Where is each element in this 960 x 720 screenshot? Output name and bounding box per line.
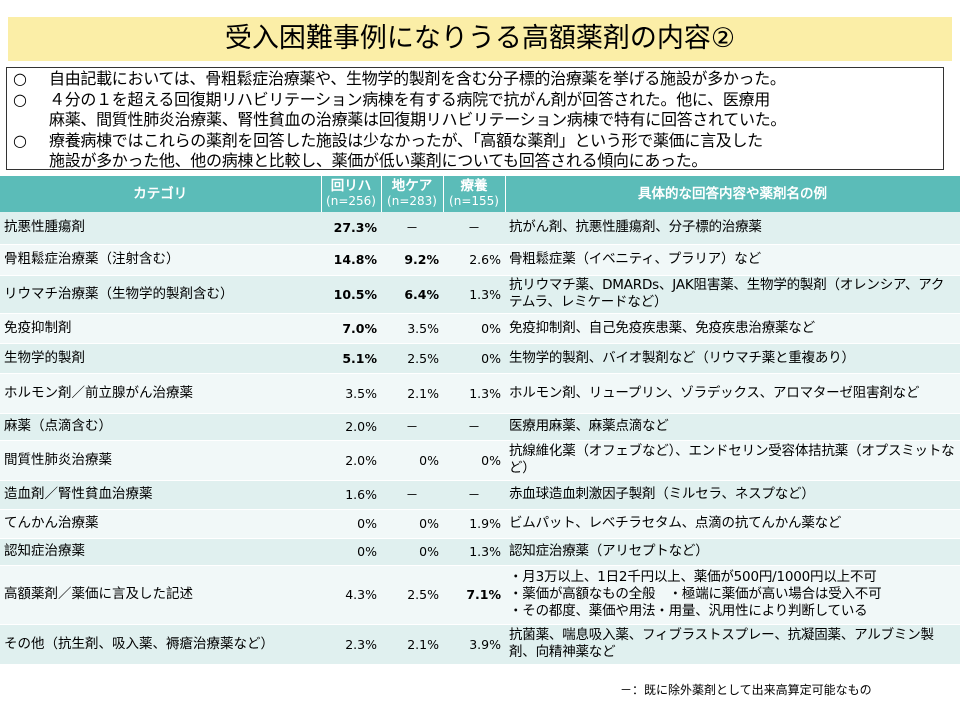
table-row: 生物学的製剤 5.1% 2.5% 0% 生物学的製剤、バイオ製剤など（リウマチ薬と重複あ… — [0, 343, 960, 374]
cell-value-2: 0% — [381, 509, 443, 539]
cell-detail: 医療用麻薬、麻薬点滴など — [505, 413, 960, 441]
cell-category: 造血剤／腎性貧血治療薬 — [0, 480, 321, 510]
table-row: 抗悪性腫瘍剤 27.3% －－抗がん剤、抗悪性腫瘍剤、分子標的治療薬 — [0, 212, 960, 245]
cell-detail: ・月3万以上、1日2千円以上、薬価が500円/1000円以上不可 ・薬価が高額なも… — [505, 565, 960, 625]
cell-value-2: 2.5% — [381, 343, 443, 374]
cell-value-3: 2.6% — [443, 244, 505, 276]
table-row: 造血剤／腎性貧血治療薬 1.6% －－赤血球造血刺激因子製剤（ミルセラ、ネスプなど） — [0, 480, 960, 510]
bullet-mark: ○ — [13, 130, 27, 150]
cell-category: 骨粗鬆症治療薬（注射含む） — [0, 244, 321, 276]
bullet-mark: ○ — [13, 69, 27, 88]
cell-value-1: 7.0% — [321, 313, 381, 344]
cell-value-2: 2.5% — [381, 565, 443, 625]
cell-detail: 骨粗鬆症薬（イベニティ、プラリア）など — [505, 244, 960, 276]
cell-detail: ホルモン剤、リュープリン、ゾラデックス、アロマターゼ阻害剤など — [505, 373, 960, 414]
summary-line: ○ ４分の１を超える回復期リハビリテーション病棟を有する病院で抗がん剤が回答された… — [13, 89, 770, 109]
cell-category: その他（抗生剤、吸入薬、褥瘡治療薬など） — [0, 624, 321, 665]
table-row: リウマチ治療薬（生物学的製剤含む） 10.5% 6.4% 1.3% 抗リウマチ薬、DMA… — [0, 275, 960, 314]
cell-detail: 抗がん剤、抗悪性腫瘍剤、分子標的治療薬 — [505, 212, 960, 245]
cell-category: 生物学的製剤 — [0, 343, 321, 374]
cell-value-3: 1.3% — [443, 373, 505, 414]
cell-value-3: 1.3% — [443, 538, 505, 566]
detail-bullet: ・その都度、薬価や用法・用量、汎用性により判断している — [509, 603, 868, 619]
cell-value-1: 0% — [321, 538, 381, 566]
cell-value-1: 2.3% — [321, 624, 381, 665]
cell-detail: 生物学的製剤、バイオ製剤など（リウマチ薬と重複あり） — [505, 343, 960, 374]
cell-value-3: － — [443, 480, 505, 510]
cell-value-3: 1.3% — [443, 275, 505, 314]
summary-line-continued: 麻薬、間質性肺炎治療薬、腎性貧血の治療薬は回復期リハビリテーション病棟で特有に回… — [49, 110, 787, 129]
cell-category: リウマチ治療薬（生物学的製剤含む） — [0, 275, 321, 314]
table-header-row: カテゴリ 回リハ (n=256) 地ケア (n=283) 療養 (n=155) 具体的… — [0, 176, 960, 212]
cell-value-2: － — [381, 212, 443, 245]
table-row: 認知症治療薬 0% 0% 1.3% 認知症治療薬（アリセプトなど） — [0, 538, 960, 566]
header-kaireha: 回リハ (n=256) — [321, 176, 382, 212]
footnote: －：既に除外薬剤として出来高算定可能なもの — [620, 683, 872, 697]
table-row: 免疫抑制剤 7.0% 3.5% 0% 免疫抑制剤、自己免疫疾患薬、免疫疾患治療薬など — [0, 313, 960, 344]
header-category: カテゴリ — [0, 176, 322, 212]
cell-category: 麻薬（点滴含む） — [0, 413, 321, 441]
bullet-mark: ○ — [13, 89, 27, 109]
cell-value-1: 27.3% — [321, 212, 381, 245]
header-chiikea: 地ケア (n=283) — [381, 176, 444, 212]
cell-value-1: 3.5% — [321, 373, 381, 414]
table-row: 骨粗鬆症治療薬（注射含む） 14.8% 9.2% 2.6% 骨粗鬆症薬（イベニティ、プラ… — [0, 244, 960, 276]
cell-detail: 抗リウマチ薬、DMARDs、JAK阻害薬、生物学的製剤（オレンシア、アクテムラ、… — [505, 275, 960, 314]
table-row: 間質性肺炎治療薬 2.0% 0% 0% 抗線維化薬（オフェブなど）、エンドセリン受容体拮… — [0, 440, 960, 481]
summary-line: ○ 自由記載においては、骨粗鬆症治療薬や、生物学的製剤を含む分子標的治療薬を挙げる… — [13, 69, 786, 88]
cell-value-3: 3.9% — [443, 624, 505, 665]
cell-category: 間質性肺炎治療薬 — [0, 440, 321, 481]
cell-value-3: 1.9% — [443, 509, 505, 539]
header-detail: 具体的な回答内容や薬剤名の例 — [505, 176, 960, 212]
cell-value-3: 0% — [443, 313, 505, 344]
cell-value-2: － — [381, 413, 443, 441]
cell-value-3: 0% — [443, 343, 505, 374]
cell-value-2: － — [381, 480, 443, 510]
cell-category: 認知症治療薬 — [0, 538, 321, 566]
cell-value-1: 5.1% — [321, 343, 381, 374]
cell-value-1: 0% — [321, 509, 381, 539]
cell-category: 抗悪性腫瘍剤 — [0, 212, 321, 245]
cell-detail: 免疫抑制剤、自己免疫疾患薬、免疫疾患治療薬など — [505, 313, 960, 344]
cell-detail: 認知症治療薬（アリセプトなど） — [505, 538, 960, 566]
cell-category: ホルモン剤／前立腺がん治療薬 — [0, 373, 321, 414]
table-row: その他（抗生剤、吸入薬、褥瘡治療薬など） 2.3% 2.1% 3.9% 抗菌薬、喘息吸入… — [0, 624, 960, 665]
cell-value-2: 0% — [381, 538, 443, 566]
header-ryoyo: 療養 (n=155) — [443, 176, 506, 212]
drug-category-table: カテゴリ 回リハ (n=256) 地ケア (n=283) 療養 (n=155) 具体的… — [0, 176, 960, 665]
cell-category: てんかん治療薬 — [0, 509, 321, 539]
summary-box: ○ 自由記載においては、骨粗鬆症治療薬や、生物学的製剤を含む分子標的治療薬を挙げる… — [6, 67, 944, 170]
summary-line-continued: 施設が多かった他、他の病棟と比較し、薬価が低い薬剤についても回答される傾向にあっ… — [49, 151, 708, 170]
cell-detail: 抗線維化薬（オフェブなど）、エンドセリン受容体拮抗薬（オプスミットなど） — [505, 440, 960, 481]
cell-value-3: 0% — [443, 440, 505, 481]
cell-value-2: 3.5% — [381, 313, 443, 344]
cell-value-2: 2.1% — [381, 373, 443, 414]
cell-value-1: 2.0% — [321, 440, 381, 481]
detail-bullet: ・月3万以上、1日2千円以上、薬価が500円/1000円以上不可 — [509, 569, 877, 585]
cell-category: 高額薬剤／薬価に言及した記述 — [0, 565, 321, 625]
cell-detail: 抗菌薬、喘息吸入薬、フィブラストスプレー、抗凝固薬、アルブミン製剤、向精神薬など — [505, 624, 960, 665]
cell-value-1: 4.3% — [321, 565, 381, 625]
cell-value-2: 2.1% — [381, 624, 443, 665]
cell-detail: 赤血球造血刺激因子製剤（ミルセラ、ネスプなど） — [505, 480, 960, 510]
cell-value-3: － — [443, 212, 505, 245]
table-row: てんかん治療薬 0% 0% 1.9% ビムパット、レベチラセタム、点滴の抗てんかん薬など — [0, 509, 960, 539]
table-row: ホルモン剤／前立腺がん治療薬 3.5% 2.1% 1.3% ホルモン剤、リュープリン、ゾ… — [0, 373, 960, 414]
table-row: 高額薬剤／薬価に言及した記述 4.3% 2.5% 7.1% ・月3万以上、1日2千円以上… — [0, 565, 960, 625]
page-title: 受入困難事例になりうる高額薬剤の内容② — [8, 17, 952, 61]
cell-value-3: － — [443, 413, 505, 441]
cell-value-2: 0% — [381, 440, 443, 481]
summary-line: ○ 療養病棟ではこれらの薬剤を回答した施設は少なかったが、「高額な薬剤」という形で… — [13, 130, 763, 150]
cell-value-3: 7.1% — [443, 565, 505, 625]
detail-bullet: ・薬価が高額なもの全般 ・極端に薬価が高い場合は受入不可 — [509, 586, 882, 602]
cell-value-2: 9.2% — [381, 244, 443, 276]
cell-value-1: 14.8% — [321, 244, 381, 276]
cell-detail: ビムパット、レベチラセタム、点滴の抗てんかん薬など — [505, 509, 960, 539]
cell-value-1: 1.6% — [321, 480, 381, 510]
cell-value-2: 6.4% — [381, 275, 443, 314]
cell-category: 免疫抑制剤 — [0, 313, 321, 344]
cell-value-1: 2.0% — [321, 413, 381, 441]
cell-value-1: 10.5% — [321, 275, 381, 314]
table-row: 麻薬（点滴含む） 2.0% －－医療用麻薬、麻薬点滴など — [0, 413, 960, 441]
